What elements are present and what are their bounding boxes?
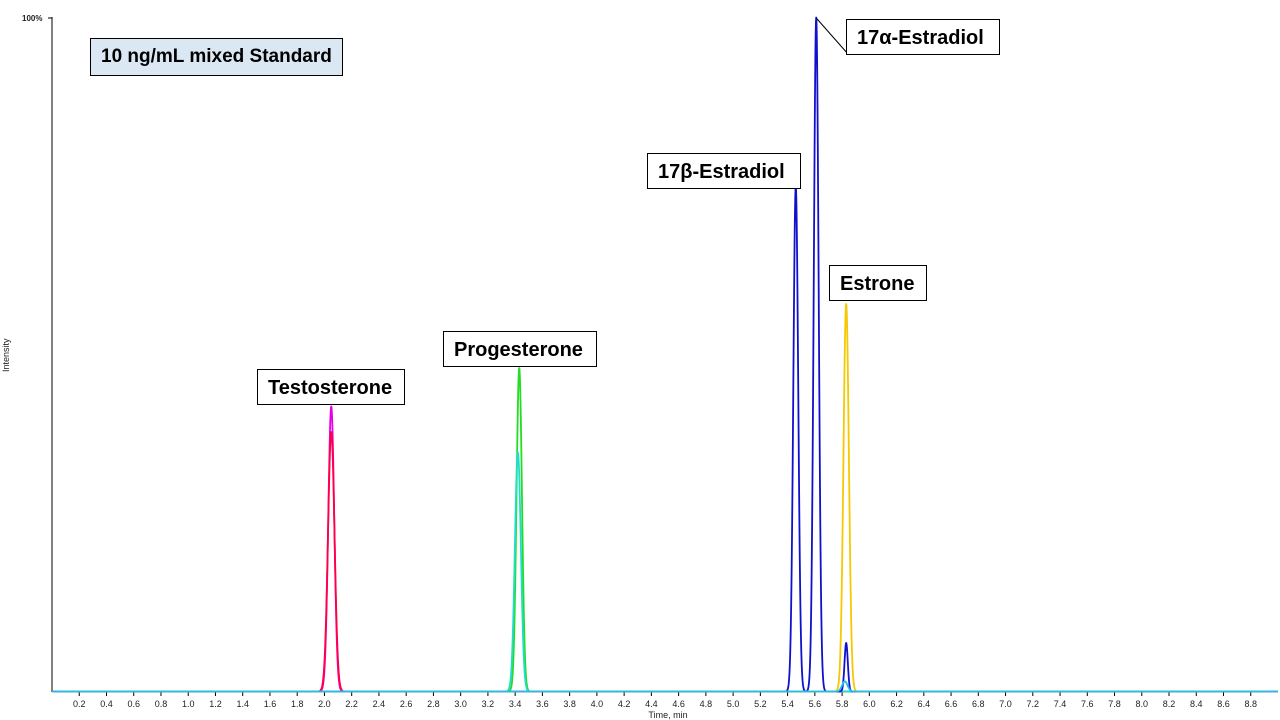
x-tick-label: 2.0 xyxy=(318,699,331,709)
x-tick-label: 1.0 xyxy=(182,699,195,709)
x-axis-ticks: 0.2 0.4 0.6 0.8 1.0 1.2 1.4 1.6 1.8 2.0 2.2 2.4 2.6 2… xyxy=(73,692,1257,709)
trace-line-1 xyxy=(51,431,1279,693)
x-tick-label: 6.8 xyxy=(972,699,985,709)
peak-label-progesterone: Progesterone xyxy=(443,331,597,367)
peak-label-17alpha-estradiol: 17α-Estradiol xyxy=(846,19,1000,55)
x-tick-label: 0.4 xyxy=(100,699,113,709)
trace-line-6 xyxy=(51,680,1279,693)
axes xyxy=(48,17,1278,693)
x-tick-label: 1.4 xyxy=(236,699,249,709)
x-tick-label: 4.8 xyxy=(700,699,713,709)
trace-line-5 xyxy=(51,303,1279,693)
trace-line-4 xyxy=(51,16,1279,693)
x-tick-label: 5.4 xyxy=(781,699,794,709)
x-tick-label: 3.4 xyxy=(509,699,522,709)
x-tick-label: 3.0 xyxy=(454,699,467,709)
x-tick-label: 2.8 xyxy=(427,699,440,709)
x-tick-label: 8.2 xyxy=(1163,699,1176,709)
x-tick-label: 7.2 xyxy=(1027,699,1040,709)
x-tick-label: 8.8 xyxy=(1244,699,1257,709)
x-axis-label: Time, min xyxy=(648,710,687,720)
x-tick-label: 1.6 xyxy=(264,699,277,709)
chromatogram-traces xyxy=(51,16,1279,693)
x-tick-label: 2.6 xyxy=(400,699,413,709)
x-tick-label: 6.6 xyxy=(945,699,958,709)
x-tick-label: 4.6 xyxy=(672,699,685,709)
x-tick-label: 6.0 xyxy=(863,699,876,709)
x-tick-label: 3.2 xyxy=(482,699,495,709)
x-tick-label: 5.2 xyxy=(754,699,767,709)
x-tick-label: 8.4 xyxy=(1190,699,1203,709)
x-tick-label: 8.0 xyxy=(1136,699,1149,709)
x-tick-label: 5.8 xyxy=(836,699,849,709)
x-tick-label: 3.8 xyxy=(563,699,576,709)
trace-line-3 xyxy=(51,451,1279,693)
x-tick-label: 5.6 xyxy=(809,699,822,709)
x-tick-label: 4.4 xyxy=(645,699,658,709)
x-tick-label: 4.0 xyxy=(591,699,604,709)
x-tick-label: 7.6 xyxy=(1081,699,1094,709)
x-tick-label: 2.2 xyxy=(345,699,358,709)
x-tick-label: 0.8 xyxy=(155,699,168,709)
annotation-leader-line xyxy=(815,17,849,55)
peak-label-17beta-estradiol: 17β-Estradiol xyxy=(647,153,801,189)
x-tick-label: 7.0 xyxy=(999,699,1012,709)
y-axis-label: Intensity xyxy=(1,338,11,372)
chart-title: 10 ng/mL mixed Standard xyxy=(90,38,343,76)
x-tick-label: 2.4 xyxy=(373,699,386,709)
x-tick-label: 3.6 xyxy=(536,699,549,709)
x-tick-label: 5.0 xyxy=(727,699,740,709)
x-tick-label: 0.2 xyxy=(73,699,86,709)
x-tick-label: 1.2 xyxy=(209,699,222,709)
x-tick-label: 7.8 xyxy=(1108,699,1121,709)
trace-line-0 xyxy=(51,405,1279,693)
y-axis-max-label: 100% xyxy=(22,14,42,23)
trace-line-2 xyxy=(51,367,1279,693)
peak-label-estrone: Estrone xyxy=(829,265,927,301)
x-tick-label: 4.2 xyxy=(618,699,631,709)
x-tick-label: 0.6 xyxy=(127,699,140,709)
x-tick-label: 6.4 xyxy=(918,699,931,709)
x-tick-label: 6.2 xyxy=(890,699,903,709)
x-tick-label: 1.8 xyxy=(291,699,304,709)
x-tick-label: 8.6 xyxy=(1217,699,1230,709)
x-tick-label: 7.4 xyxy=(1054,699,1067,709)
peak-label-testosterone: Testosterone xyxy=(257,369,405,405)
